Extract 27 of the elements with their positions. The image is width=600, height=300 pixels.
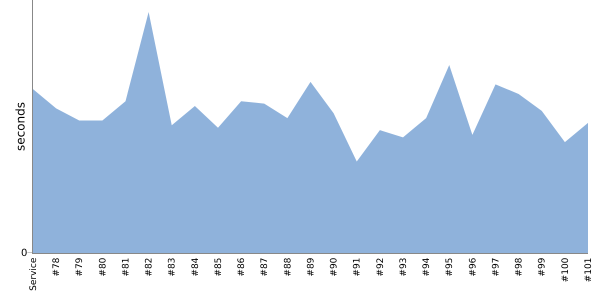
x-tick-label: #95	[445, 258, 456, 277]
x-tick-label: Service	[28, 257, 39, 291]
x-tick-label: #87	[260, 258, 270, 277]
x-tick-label: #94	[422, 257, 432, 277]
x-tick-label: #96	[468, 257, 478, 277]
x-tick-label: #97	[491, 258, 502, 277]
x-tick-label: #85	[214, 258, 224, 277]
x-tick-label: #82	[144, 258, 155, 277]
x-tick-label: #99	[538, 257, 548, 277]
x-tick-label: #86	[237, 257, 248, 277]
x-tick-label: #90	[330, 257, 340, 277]
x-tick-label: #93	[398, 258, 409, 277]
x-tick-label: #80	[98, 257, 108, 277]
x-tick-label: #78	[52, 257, 62, 277]
x-tick-label: #100	[560, 257, 571, 282]
y-axis-title: seconds	[13, 102, 28, 152]
x-tick-label: #83	[168, 258, 178, 277]
x-tick-label: #91	[352, 258, 363, 277]
x-tick-label: #81	[121, 258, 132, 277]
x-tick-label: #92	[376, 258, 386, 277]
x-tick-label: #84	[190, 257, 201, 277]
x-tick-label: #101	[584, 258, 594, 282]
text: 0	[21, 248, 28, 259]
x-tick-label: #79	[75, 257, 86, 277]
x-tick-label: #89	[306, 257, 316, 277]
x-tick-label: #98	[514, 257, 525, 277]
x-tick-label: #88	[283, 257, 294, 277]
